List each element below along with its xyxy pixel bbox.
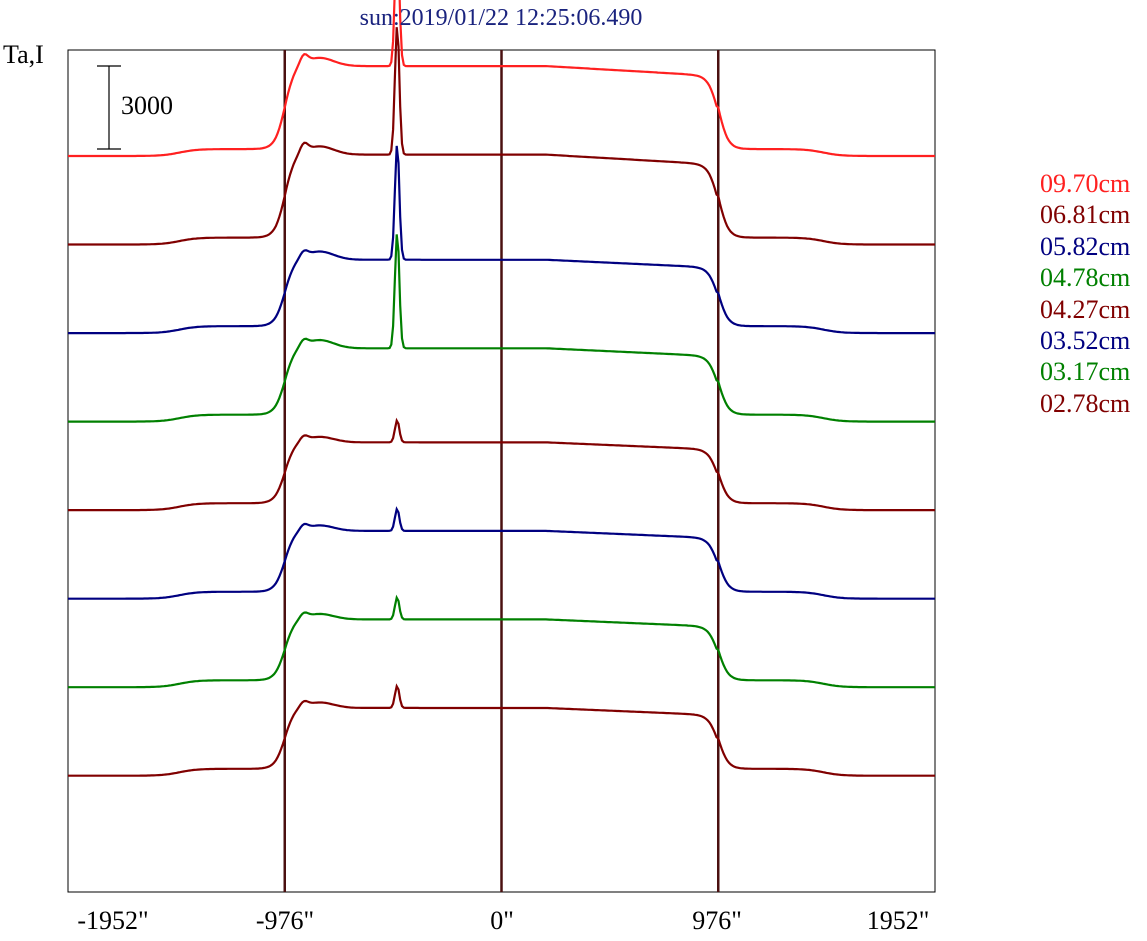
legend-item: 05.82cm: [1040, 231, 1131, 261]
x-tick-label: -976": [255, 906, 315, 935]
series-line-09.70cm: [68, 0, 935, 158]
series-line-06.81cm: [68, 27, 935, 246]
legend-item: 04.27cm: [1040, 294, 1131, 324]
legend-item: 03.17cm: [1040, 357, 1131, 387]
x-tick-label: -1952": [77, 906, 149, 935]
legend-item: 03.52cm: [1040, 326, 1131, 356]
x-tick-label: 976": [692, 906, 742, 935]
series-line-02.78cm: [68, 683, 935, 777]
x-tick-label: 1952": [866, 906, 930, 935]
legend-item: 06.81cm: [1040, 200, 1131, 230]
legend-item: 04.78cm: [1040, 263, 1131, 293]
series-line-03.52cm: [68, 506, 935, 600]
legend-item: 02.78cm: [1040, 388, 1131, 418]
legend-item: 09.70cm: [1040, 169, 1131, 198]
series-line-04.27cm: [68, 417, 935, 512]
x-tick-label: 0": [490, 906, 514, 935]
series-group: [68, 0, 935, 777]
scale-bar-label: 3000: [121, 91, 173, 120]
scale-bar: 3000: [97, 65, 173, 150]
vertical-reference-lines: [283, 50, 720, 892]
series-line-05.82cm: [68, 145, 935, 335]
series-line-03.17cm: [68, 594, 935, 689]
chart-title: sun:2019/01/22 12:25:06.490: [359, 5, 643, 31]
y-axis-label: Ta,I: [3, 40, 44, 69]
legend: 09.70cm 06.81cm 05.82cm 04.78cm 04.27cm …: [1040, 168, 1130, 419]
series-line-04.78cm: [68, 234, 935, 423]
